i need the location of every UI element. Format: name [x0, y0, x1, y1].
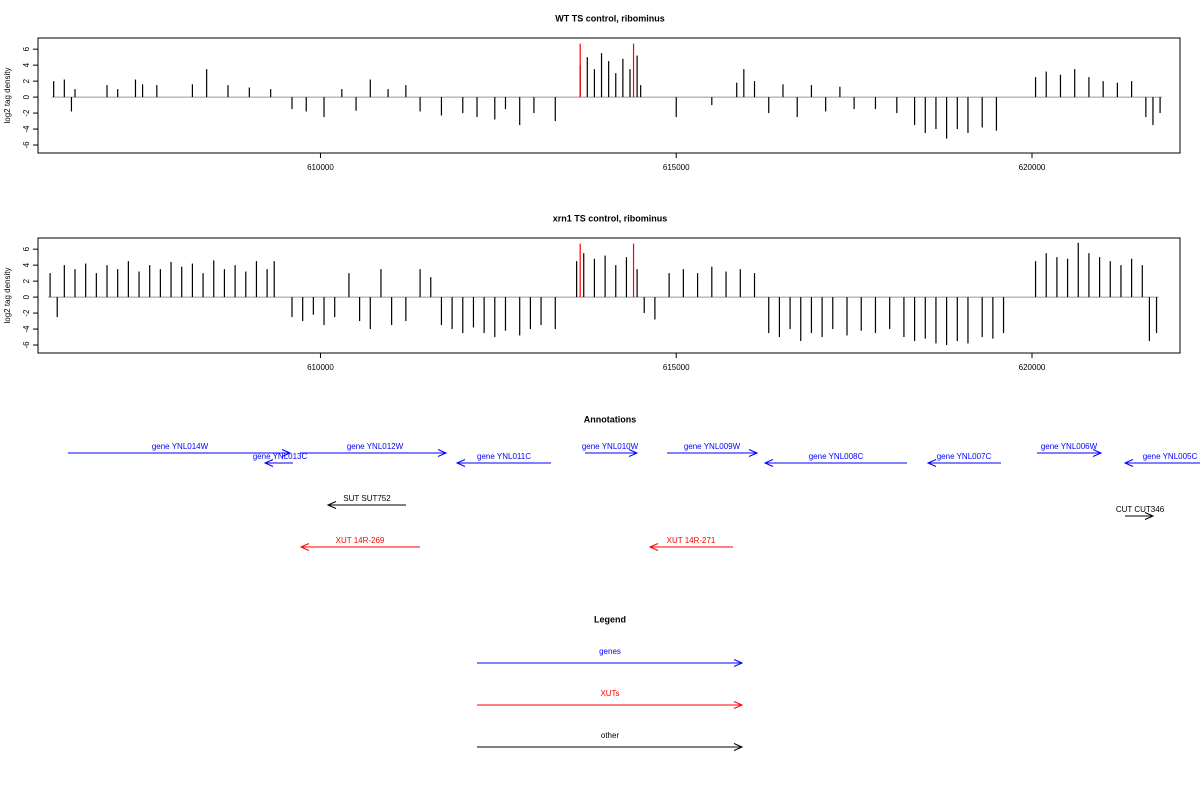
- feature-arrow-head: [763, 459, 774, 467]
- legend-title: Legend: [594, 614, 626, 624]
- y-tick-label: 6: [22, 246, 31, 251]
- y-tick-label: 0: [22, 294, 31, 299]
- y-axis-label: log2 tag density: [3, 267, 12, 323]
- legend-label: XUTs: [600, 689, 619, 698]
- feature-arrow-head: [648, 543, 659, 551]
- x-tick-label: 610000: [307, 163, 334, 172]
- y-tick-label: -2: [22, 109, 31, 117]
- annotations-title: Annotations: [584, 414, 637, 424]
- y-tick-label: 2: [22, 278, 31, 283]
- y-tick-label: 4: [22, 262, 31, 267]
- feature-label: gene YNL014W: [152, 442, 209, 451]
- feature-label: gene YNL008C: [809, 452, 864, 461]
- legend-arrow-head: [733, 659, 744, 667]
- x-tick-label: 615000: [663, 363, 690, 372]
- legend-label: other: [601, 731, 620, 740]
- feature-arrow-head: [1144, 512, 1155, 520]
- x-tick-label: 620000: [1019, 163, 1046, 172]
- feature-arrow-head: [748, 449, 759, 457]
- y-tick-label: 2: [22, 78, 31, 83]
- y-tick-label: -4: [22, 125, 31, 133]
- y-tick-label: -6: [22, 141, 31, 149]
- plot-frame: [37, 37, 1181, 154]
- feature-label: gene YNL011C: [477, 452, 531, 461]
- feature-arrow-head: [926, 459, 937, 467]
- legend-label: genes: [599, 647, 621, 656]
- chart-title: xrn1 TS control, ribominus: [553, 213, 668, 223]
- chart-title: WT TS control, ribominus: [555, 13, 665, 23]
- y-axis-label: log2 tag density: [3, 67, 12, 123]
- y-tick-label: -4: [22, 325, 31, 333]
- feature-label: gene YNL007C: [937, 452, 992, 461]
- y-tick-label: -2: [22, 309, 31, 317]
- feature-arrow-head: [299, 543, 310, 551]
- feature-arrow-head: [263, 459, 274, 467]
- x-tick-label: 610000: [307, 363, 334, 372]
- legend-arrow-head: [733, 743, 744, 751]
- feature-label: gene YNL013C: [253, 452, 308, 461]
- plot-frame: [37, 237, 1181, 354]
- legend-arrow-head: [733, 701, 744, 709]
- y-tick-label: 6: [22, 46, 31, 51]
- feature-label: CUT CUT346: [1116, 505, 1165, 514]
- feature-arrow-head: [1123, 459, 1134, 467]
- feature-label: XUT 14R-269: [336, 536, 385, 545]
- feature-arrow-head: [628, 449, 639, 457]
- feature-arrow-head: [455, 459, 466, 467]
- feature-label: XUT 14R-271: [667, 536, 716, 545]
- feature-label: gene YNL006W: [1041, 442, 1098, 451]
- feature-arrow-head: [281, 449, 292, 457]
- feature-arrow-head: [1092, 449, 1103, 457]
- feature-label: gene YNL005C: [1143, 452, 1198, 461]
- feature-arrow-head: [437, 449, 448, 457]
- y-tick-label: 0: [22, 94, 31, 99]
- feature-label: gene YNL012W: [347, 442, 404, 451]
- feature-label: SUT SUT752: [343, 494, 391, 503]
- x-tick-label: 620000: [1019, 363, 1046, 372]
- feature-label: gene YNL010W: [582, 442, 639, 451]
- y-tick-label: -6: [22, 341, 31, 349]
- feature-arrow-head: [326, 501, 337, 509]
- x-tick-label: 615000: [663, 163, 690, 172]
- feature-label: gene YNL009W: [684, 442, 741, 451]
- y-tick-label: 4: [22, 62, 31, 67]
